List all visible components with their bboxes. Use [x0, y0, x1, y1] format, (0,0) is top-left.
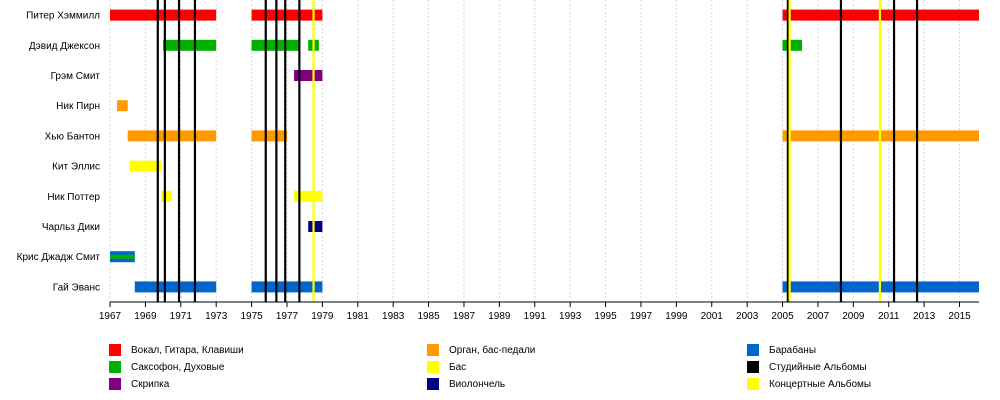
member-bar: [294, 190, 323, 202]
x-tick-label: 1991: [524, 311, 547, 322]
member-bar: [129, 160, 162, 172]
membership-bars: [110, 9, 979, 293]
member-label: Хью Бантон: [45, 131, 100, 142]
member-label: Ник Пирн: [56, 101, 100, 112]
legend-item: Скрипка: [109, 377, 169, 391]
legend-label: Барабаны: [769, 344, 817, 356]
legend-item: Виолончель: [427, 377, 505, 391]
member-bar: [251, 130, 287, 142]
legend-swatch: [747, 344, 759, 356]
legend-label: Бас: [449, 361, 467, 373]
x-tick-label: 2015: [948, 311, 971, 322]
x-tick-label: 1999: [665, 311, 688, 322]
legend-item: Бас: [427, 360, 466, 374]
x-tick-label: 1981: [347, 311, 370, 322]
member-bar: [308, 221, 323, 232]
band-timeline-chart: 1967 1969 1971 1973 1975 1977 1979 1981 1983 1985…: [17, 0, 979, 322]
x-tick-label: 2009: [842, 311, 865, 322]
member-label: Ник Поттер: [47, 192, 100, 203]
vertical-gridlines: [109, 0, 961, 302]
legend-item: Саксофон, Духовые: [109, 360, 224, 374]
legend-swatch: [427, 361, 439, 373]
x-tick-label: 2013: [913, 311, 936, 322]
legend-label: Студийные Альбомы: [769, 361, 867, 373]
legend-swatch: [427, 344, 439, 356]
member-bar: [161, 190, 172, 202]
member-bar: [127, 130, 217, 142]
x-tick-label: 1973: [205, 311, 228, 322]
legend-swatch: [747, 361, 759, 373]
x-tick-label: 1997: [630, 311, 653, 322]
legend-item: Концертные Альбомы: [747, 377, 871, 391]
x-tick-label: 1979: [311, 311, 334, 322]
member-label: Дэвид Джексон: [29, 41, 100, 52]
member-bar-overlay: [110, 254, 135, 259]
legend-item: Вокал, Гитара, Клавиши: [109, 343, 244, 357]
x-tick-label: 1989: [488, 311, 511, 322]
legend-item: Студийные Альбомы: [747, 360, 867, 374]
member-labels: Питер Хэммилл Дэвид Джексон Грэм Смит Ник П…: [17, 11, 101, 294]
x-tick-label: 1985: [417, 311, 440, 322]
legend-label: Виолончель: [449, 378, 506, 390]
member-label: Чарльз Дики: [42, 222, 100, 233]
member-bar: [782, 39, 803, 51]
legend-item: Барабаны: [747, 343, 816, 357]
member-label: Кит Эллис: [52, 162, 100, 173]
legend-swatch: [109, 344, 121, 356]
member-bar: [251, 9, 323, 21]
legend-item: Орган, бас-педали: [427, 343, 535, 357]
x-tick-label: 2001: [701, 311, 724, 322]
member-bar: [251, 281, 323, 293]
x-tick-label: 2007: [807, 311, 830, 322]
x-tick-label: 2011: [878, 311, 900, 322]
member-bar: [110, 9, 217, 21]
x-tick-label: 1975: [240, 311, 263, 322]
x-tick-label: 1977: [276, 311, 299, 322]
legend-swatch: [109, 361, 121, 373]
legend-label: Саксофон, Духовые: [131, 361, 225, 373]
member-label: Гай Эванс: [53, 282, 100, 293]
legend-label: Орган, бас-педали: [449, 344, 536, 356]
member-bar: [134, 281, 217, 293]
x-tick-label: 1995: [594, 311, 617, 322]
x-tick-label: 1967: [99, 311, 122, 322]
legend-label: Вокал, Гитара, Клавиши: [131, 344, 244, 356]
x-tick-label: 1987: [453, 311, 476, 322]
album-release-lines: [156, 0, 919, 302]
member-label: Грэм Смит: [51, 71, 101, 82]
x-tick-label: 1993: [559, 311, 582, 322]
x-tick-label: 1969: [134, 311, 157, 322]
member-bar: [294, 70, 323, 81]
x-tick-label: 2003: [736, 311, 759, 322]
member-bar: [117, 100, 128, 112]
x-axis: 1967 1969 1971 1973 1975 1977 1979 1981 1983 1985…: [99, 301, 979, 322]
x-tick-label: 1971: [170, 311, 193, 322]
legend-label: Концертные Альбомы: [769, 378, 872, 390]
member-bar: [163, 39, 217, 51]
legend-swatch: [427, 378, 439, 390]
member-label: Крис Джадж Смит: [17, 252, 101, 263]
x-tick-label: 1983: [382, 311, 405, 322]
member-label: Питер Хэммилл: [26, 11, 100, 22]
legend-label: Скрипка: [131, 378, 170, 390]
legend-swatch: [747, 378, 759, 390]
x-tick-label: 2005: [771, 311, 794, 322]
legend-swatch: [109, 378, 121, 390]
